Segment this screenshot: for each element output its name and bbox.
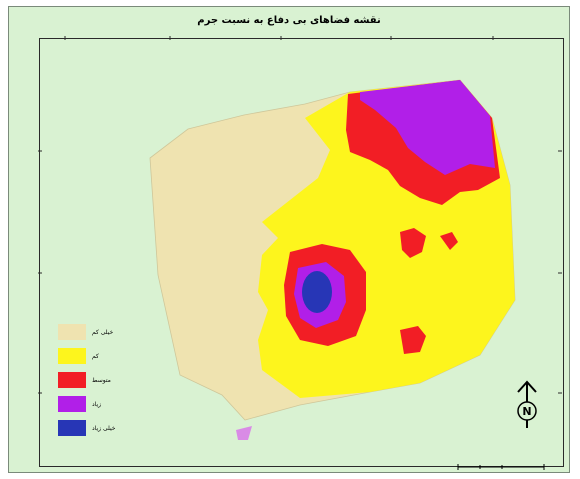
- scale-bar-icon: [456, 462, 546, 472]
- legend-label: زیاد: [92, 400, 102, 408]
- legend-item: کم: [58, 344, 115, 368]
- legend-item: خیلی کم: [58, 320, 115, 344]
- map-legend: خیلی کم کم متوسط زیاد خیلی زیاد: [58, 320, 115, 440]
- legend-swatch: [58, 372, 86, 388]
- legend-item: زیاد: [58, 392, 115, 416]
- legend-swatch: [58, 420, 86, 436]
- legend-label: خیلی زیاد: [92, 424, 116, 432]
- legend-label: کم: [92, 352, 99, 360]
- map-title: نقشه فضاهای بی دفاع به نسبت جرم: [197, 15, 381, 26]
- zone-very-high-center: [302, 271, 332, 313]
- legend-swatch: [58, 348, 86, 364]
- zone-medium-patch-3: [440, 232, 458, 250]
- legend-item: متوسط: [58, 368, 115, 392]
- north-arrow-icon: N: [512, 380, 542, 430]
- svg-text:N: N: [522, 405, 531, 418]
- map-area: [39, 38, 564, 467]
- legend-swatch: [58, 324, 86, 340]
- zone-high-north: [360, 80, 495, 175]
- zone-high-south: [236, 426, 252, 440]
- zone-medium-patch-2: [400, 326, 426, 354]
- legend-swatch: [58, 396, 86, 412]
- legend-label: خیلی کم: [92, 328, 114, 336]
- legend-label: متوسط: [92, 376, 111, 384]
- zone-medium-patch-1: [400, 228, 426, 258]
- legend-item: خیلی زیاد: [58, 416, 115, 440]
